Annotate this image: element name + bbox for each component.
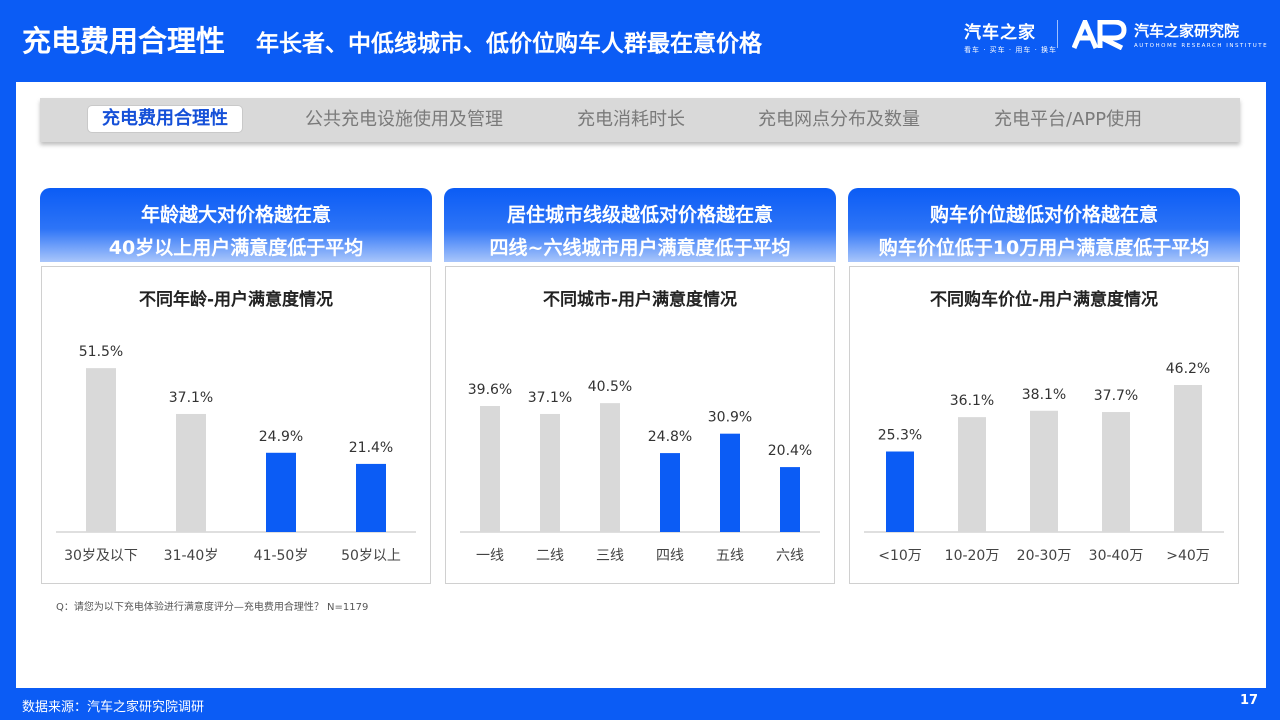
bar <box>540 413 560 532</box>
age-bar-chart: 不同年龄-用户满意度情况 51.5% 30岁及以下 37.1% 31-40岁 24.9% 4… <box>56 289 416 564</box>
bar <box>266 452 296 532</box>
page-subtitle: 年长者、中低线城市、低价位购车人群最在意价格 <box>256 31 762 57</box>
category-label: 31-40岁 <box>164 548 219 564</box>
category-label: 四线 <box>656 548 684 564</box>
tab-charging-time[interactable]: 充电消耗时长 <box>577 109 685 130</box>
data-label: 36.1% <box>950 393 994 409</box>
category-label: 30岁及以下 <box>64 548 138 564</box>
content-panel: 充电费用合理性 公共充电设施使用及管理 充电消耗时长 充电网点分布及数量 充电平… <box>16 82 1266 688</box>
card-heading-line2: 购车价位低于10万用户满意度低于平均 <box>878 237 1210 259</box>
data-label: 51.5% <box>79 344 123 360</box>
bar <box>480 406 500 532</box>
logo-divider <box>1057 20 1058 48</box>
bar <box>600 403 620 532</box>
card-heading-line1: 年龄越大对价格越在意 <box>140 204 331 226</box>
chart-card-age: 不同年龄-用户满意度情况 51.5% 30岁及以下 37.1% 31-40岁 24.9% 4… <box>41 266 431 584</box>
category-label: 41-50岁 <box>254 548 309 564</box>
tab-network-distribution[interactable]: 充电网点分布及数量 <box>758 109 920 130</box>
data-label: 40.5% <box>588 379 632 395</box>
page-title: 充电费用合理性 <box>22 24 226 58</box>
bar <box>720 433 740 532</box>
data-label: 20.4% <box>768 443 812 459</box>
data-label: 37.7% <box>1094 388 1138 404</box>
tab-charging-app[interactable]: 充电平台/APP使用 <box>994 109 1143 130</box>
data-label: 25.3% <box>878 428 922 444</box>
data-label: 37.1% <box>169 390 213 406</box>
bar <box>660 453 680 532</box>
category-label: 30-40万 <box>1089 548 1144 564</box>
category-label: 二线 <box>536 548 564 564</box>
survey-footnote: Q：请您为以下充电体验进行满意度评分—充电费用合理性？ N=1179 <box>56 602 369 613</box>
data-label: 30.9% <box>708 410 752 426</box>
data-label: 46.2% <box>1166 361 1210 377</box>
category-label: 一线 <box>476 548 504 564</box>
category-label: >40万 <box>1166 548 1210 564</box>
chart-card-city: 不同城市-用户满意度情况 39.6% 一线 37.1% 二线 40.5% 三线 24.8% 四线… <box>445 266 835 584</box>
chart-card-price: 不同购车价位-用户满意度情况 25.3% <10万 36.1% 10-20万 38.1% 2… <box>849 266 1239 584</box>
data-label: 21.4% <box>349 440 393 456</box>
data-source: 数据来源：汽车之家研究院调研 <box>22 700 205 715</box>
tab-charging-cost[interactable]: 充电费用合理性 <box>88 106 242 132</box>
card-heading-line1: 居住城市线级越低对价格越在意 <box>506 204 773 226</box>
category-label: 50岁以上 <box>341 548 401 564</box>
research-institute-tagline: AUTOHOME RESEARCH INSTITUTE <box>1134 43 1269 49</box>
top-bar: 充电费用合理性 年长者、中低线城市、低价位购车人群最在意价格 汽车之家 看车 ·… <box>0 0 1280 82</box>
chart-title: 不同城市-用户满意度情况 <box>543 289 737 310</box>
chart-title: 不同年龄-用户满意度情况 <box>139 289 333 310</box>
data-label: 39.6% <box>468 382 512 398</box>
tab-bar: 充电费用合理性 公共充电设施使用及管理 充电消耗时长 充电网点分布及数量 充电平… <box>40 98 1240 142</box>
category-label: 五线 <box>716 548 744 564</box>
category-label: 10-20万 <box>945 548 1000 564</box>
bar <box>86 368 116 532</box>
city-bar-chart: 不同城市-用户满意度情况 39.6% 一线 37.1% 二线 40.5% 三线 24.8% 四线… <box>460 289 820 564</box>
price-bar-chart: 不同购车价位-用户满意度情况 25.3% <10万 36.1% 10-20万 38.1% 2… <box>864 289 1224 564</box>
category-label: 20-30万 <box>1017 548 1072 564</box>
bar <box>1174 385 1202 532</box>
tab-public-facilities[interactable]: 公共充电设施使用及管理 <box>305 109 503 130</box>
page-number: 17 <box>1240 693 1259 708</box>
autohome-logo-text: 汽车之家 <box>964 23 1036 43</box>
data-label: 38.1% <box>1022 387 1066 403</box>
data-label: 37.1% <box>528 390 572 406</box>
category-label: 三线 <box>596 548 624 564</box>
card-heading-line2: 四线~六线城市用户满意度低于平均 <box>489 237 791 259</box>
category-label: <10万 <box>878 548 922 564</box>
autohome-logo: 汽车之家 看车 · 买车 · 用车 · 换车 <box>964 18 1057 55</box>
card-heading-line1: 购车价位越低对价格越在意 <box>929 204 1158 226</box>
card-header-city: 居住城市线级越低对价格越在意 四线~六线城市用户满意度低于平均 <box>444 188 836 262</box>
autohome-logo-tagline: 看车 · 买车 · 用车 · 换车 <box>964 46 1058 54</box>
research-institute-logo: 汽车之家研究院 AUTOHOME RESEARCH INSTITUTE <box>1134 20 1268 49</box>
research-institute-name: 汽车之家研究院 <box>1134 22 1240 40</box>
data-label: 24.8% <box>648 429 692 445</box>
card-heading-line2: 40岁以上用户满意度低于平均 <box>108 237 364 259</box>
chart-title: 不同购车价位-用户满意度情况 <box>930 289 1158 310</box>
bar <box>176 413 206 532</box>
bar <box>1102 412 1130 532</box>
bar <box>1030 410 1058 532</box>
research-institute-logo-icon <box>1072 20 1127 50</box>
bar <box>356 463 386 532</box>
bar <box>886 451 914 532</box>
card-header-age: 年龄越大对价格越在意 40岁以上用户满意度低于平均 <box>40 188 432 262</box>
bar <box>958 417 986 532</box>
bar <box>780 467 800 532</box>
data-label: 24.9% <box>259 429 303 445</box>
category-label: 六线 <box>776 548 804 564</box>
card-header-price: 购车价位越低对价格越在意 购车价位低于10万用户满意度低于平均 <box>848 188 1240 262</box>
